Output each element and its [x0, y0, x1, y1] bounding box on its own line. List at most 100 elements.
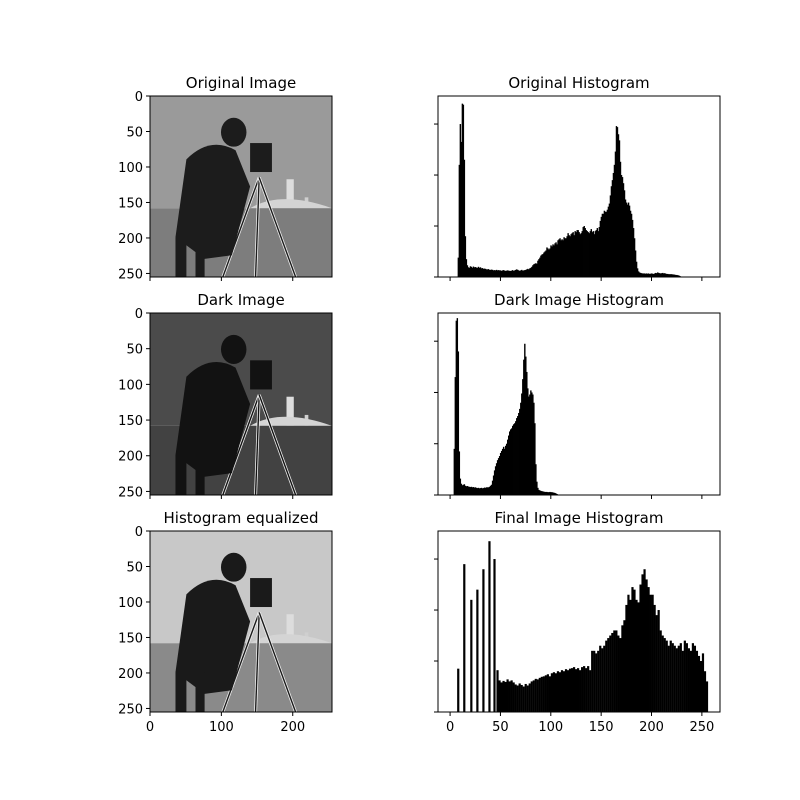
histogram-bar	[585, 668, 588, 712]
histogram-panel: Dark Image Histogram	[434, 291, 721, 499]
histogram-bar	[635, 261, 638, 277]
histogram-bar	[494, 466, 497, 495]
histogram-bar	[599, 220, 602, 277]
histogram-bar	[542, 254, 544, 277]
y-tick-label: 50	[126, 560, 143, 575]
histogram-bar	[511, 428, 513, 495]
histogram-bar	[532, 394, 534, 495]
histogram-bar	[559, 238, 561, 277]
histogram-bar	[481, 268, 484, 277]
histogram-bar	[552, 672, 556, 712]
histogram-bar	[542, 491, 544, 495]
histogram-bar	[661, 635, 664, 712]
histogram-bar	[525, 356, 527, 495]
histogram-bar	[505, 270, 508, 277]
histogram-bar	[556, 493, 558, 495]
histogram-bar	[515, 269, 517, 277]
histogram-bar	[636, 268, 639, 277]
histogram-bar	[601, 213, 604, 277]
histogram-bar	[541, 491, 543, 495]
histogram-bar	[499, 452, 502, 495]
histogram-bar	[514, 684, 517, 712]
histogram-bar	[551, 246, 553, 277]
histogram-bar	[465, 259, 468, 277]
histogram-bar	[641, 574, 644, 712]
histogram-bar	[595, 653, 598, 712]
histogram-bar	[509, 431, 511, 495]
histogram-bar	[534, 423, 536, 495]
histogram-bar	[589, 670, 592, 712]
histogram-bar	[586, 231, 588, 277]
histogram-bar	[458, 164, 461, 277]
histogram-bar	[457, 351, 460, 495]
histogram-bar	[629, 210, 632, 277]
histogram-bar	[493, 470, 496, 495]
axes-frame	[437, 312, 721, 496]
histogram-bar	[663, 273, 665, 277]
histogram-bar	[560, 670, 564, 712]
histogram-bar	[555, 242, 557, 277]
histogram-bar	[587, 666, 590, 712]
histogram-bar	[540, 676, 543, 712]
histogram-bar	[539, 257, 541, 277]
histogram-bar	[591, 650, 594, 712]
histogram-bar	[531, 266, 533, 277]
image-tripod-leg-shadow	[258, 394, 297, 495]
histogram-bar	[519, 408, 521, 495]
histogram-bar	[566, 236, 568, 277]
histogram-bar	[569, 236, 571, 277]
histogram-bar	[490, 484, 493, 495]
histogram-bar	[609, 195, 612, 277]
histogram-bar	[490, 269, 493, 277]
histogram-bar	[623, 190, 626, 277]
histogram-bar	[470, 486, 473, 495]
x-tick-label: 150	[589, 720, 614, 735]
histogram-bar	[665, 273, 667, 277]
image-content	[150, 531, 332, 712]
histogram-bar	[548, 249, 550, 277]
histogram-bar	[669, 640, 672, 712]
histogram-bar	[668, 274, 670, 277]
histogram-panel: Original Histogram	[434, 74, 721, 281]
histogram-bar	[648, 273, 651, 277]
histogram-bar	[655, 272, 657, 277]
histogram-bar	[579, 234, 581, 277]
image-content	[150, 96, 332, 277]
histogram-bar	[521, 393, 523, 495]
histogram-bar	[568, 668, 572, 712]
histogram-bar	[461, 485, 464, 495]
histogram-bar	[619, 161, 622, 277]
image-person-leg	[175, 237, 187, 277]
histogram-bar	[665, 640, 668, 712]
histogram-bar	[645, 273, 648, 277]
histogram-bar	[457, 257, 460, 277]
histogram-bar	[457, 668, 460, 712]
histogram-bar	[669, 274, 671, 277]
histogram-bar	[552, 492, 554, 495]
histogram-bar	[480, 268, 483, 277]
histogram-bar	[492, 475, 495, 495]
histogram-bar	[496, 270, 499, 277]
histogram-bar	[512, 425, 514, 495]
histogram-bar	[679, 275, 681, 277]
histogram-bar	[472, 266, 475, 277]
histogram-bar	[495, 269, 498, 277]
histogram-bar	[539, 490, 541, 495]
histogram-bar	[607, 206, 610, 277]
histogram-bar	[515, 421, 517, 495]
subplot-title: Final Image Histogram	[495, 509, 664, 527]
histogram-bar	[488, 269, 491, 277]
histogram-bar	[541, 254, 543, 277]
histogram-bar	[663, 638, 666, 712]
image-person-leg	[175, 454, 187, 495]
histogram-bar	[651, 594, 654, 712]
y-tick-label: 50	[126, 343, 143, 358]
histogram-bar	[523, 270, 525, 277]
histogram-bar	[491, 480, 494, 495]
histogram-bar	[652, 273, 654, 277]
subplot-title: Dark Image Histogram	[494, 291, 664, 309]
image-person-leg	[195, 237, 205, 277]
histogram-bar	[658, 272, 660, 277]
